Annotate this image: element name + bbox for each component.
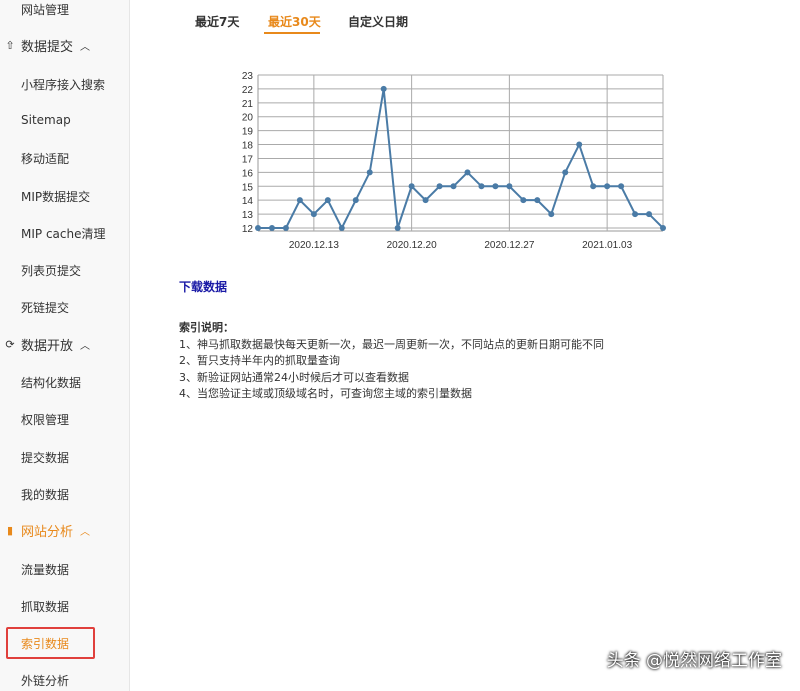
sidebar-item[interactable]: 外链分析 [21, 674, 70, 689]
sidebar-group-label: 数据提交 [21, 40, 74, 56]
x-tick-label: 2021.01.03 [582, 240, 632, 251]
x-tick-label: 2020.12.27 [484, 240, 534, 251]
notes-title: 索引说明： [179, 321, 234, 334]
data-point [492, 183, 499, 190]
note-line: 4、当您验证主域或顶级域名时，可查询您主域的索引量数据 [179, 387, 472, 400]
y-tick-label: 12 [242, 224, 254, 235]
active-tab-indicator [264, 32, 320, 34]
y-tick-label: 16 [242, 168, 254, 179]
sidebar-item[interactable]: Sitemap [21, 112, 71, 127]
sidebar-item[interactable]: 索引数据 [21, 637, 70, 652]
sidebar-item[interactable]: MIP cache清理 [21, 226, 106, 241]
note-line: 1、神马抓取数据最快每天更新一次，最迟一周更新一次，不同站点的更新日期可能不同 [179, 337, 604, 351]
note-line: 3、新验证网站通常24小时候后才可以查看数据 [179, 370, 409, 384]
y-tick-label: 14 [242, 196, 254, 207]
tab-last-7-days[interactable]: 最近7天 [195, 15, 240, 29]
sidebar-item[interactable]: 流量数据 [21, 562, 70, 577]
y-tick-label: 18 [242, 141, 254, 152]
data-point [352, 197, 359, 204]
upload-icon: ⇧ [5, 39, 15, 53]
watermark: 头条 @悦然网络工作室 [606, 651, 782, 671]
y-tick-label: 22 [242, 85, 254, 96]
data-point [590, 183, 597, 190]
index-notes: 索引说明： 1、神马抓取数据最快每天更新一次，最迟一周更新一次，不同站点的更新日… [179, 320, 604, 403]
sidebar-group[interactable]: ⇧ 数据提交 ︿ [3, 36, 90, 55]
data-point [366, 169, 373, 176]
data-point [604, 183, 611, 190]
data-point [646, 211, 653, 218]
data-point [310, 211, 317, 218]
x-tick-label: 2020.12.13 [289, 240, 339, 251]
sidebar-item[interactable]: 我的数据 [21, 487, 70, 502]
data-point [268, 225, 275, 231]
data-point [464, 169, 471, 176]
y-tick-label: 20 [242, 113, 254, 124]
sidebar-group[interactable]: ▮ 网站分析 ︿ [3, 521, 90, 540]
data-point [576, 141, 583, 148]
chevron-up-icon: ︿ [80, 527, 91, 539]
selected-item-highlight [6, 627, 95, 659]
index-line-chart: 12 13 14 15 16 17 18 19 20 21 22 23 2020.12.13 2020.1… [242, 71, 666, 251]
sidebar-item[interactable]: 移动适配 [21, 152, 70, 167]
sidebar-item[interactable]: 抓取数据 [21, 599, 70, 614]
data-point [408, 183, 415, 190]
data-point [618, 183, 625, 190]
y-tick-label: 17 [242, 154, 254, 165]
download-data-link[interactable]: 下载数据 [179, 280, 228, 294]
data-point [338, 225, 345, 231]
tab-custom-date[interactable]: 自定义日期 [348, 15, 409, 29]
data-point [478, 183, 485, 190]
data-point [520, 197, 527, 204]
data-point [436, 183, 443, 190]
data-point [562, 169, 569, 176]
data-point [450, 183, 457, 190]
sidebar-group-label: 网站分析 [21, 525, 74, 541]
sidebar-item[interactable]: 列表页提交 [21, 264, 82, 279]
data-point [422, 197, 429, 204]
data-point [660, 225, 666, 231]
y-tick-label: 19 [242, 127, 254, 138]
bar-chart-icon: ▮ [6, 524, 14, 538]
y-tick-label: 23 [242, 71, 254, 82]
sidebar-item[interactable]: MIP数据提交 [21, 189, 91, 204]
data-point [632, 211, 639, 218]
y-tick-label: 21 [242, 99, 254, 110]
x-tick-label: 2020.12.20 [387, 240, 437, 251]
sidebar-item[interactable]: 提交数据 [21, 450, 70, 465]
data-point [548, 211, 555, 218]
chevron-up-icon: ︿ [80, 340, 91, 352]
data-point [324, 197, 331, 204]
sidebar-group-label: 数据开放 [21, 338, 74, 354]
note-line: 2、暂只支持半年内的抓取量查询 [179, 354, 340, 367]
sidebar-group[interactable]: ⟳ 数据开放 ︿ [3, 335, 90, 354]
data-point [296, 197, 303, 204]
sidebar-item[interactable]: 小程序接入搜索 [21, 77, 106, 92]
link-icon: ⟳ [5, 337, 15, 351]
data-point [255, 225, 261, 231]
sidebar-item[interactable]: 权限管理 [21, 413, 70, 428]
data-point [282, 225, 289, 231]
sidebar: 网站管理 ⇧ 数据提交 ︿ 小程序接入搜索 Sitemap 移动适配 MIP数据提交 MIP c… [0, 0, 130, 691]
data-point [394, 225, 401, 231]
sidebar-item[interactable]: 死链提交 [21, 301, 70, 316]
y-tick-label: 15 [242, 182, 254, 193]
sidebar-item[interactable]: 网站管理 [21, 3, 70, 17]
sidebar-item[interactable]: 结构化数据 [21, 376, 82, 390]
tab-last-30-days[interactable]: 最近30天 [268, 15, 321, 29]
y-tick-label: 13 [242, 210, 254, 221]
chevron-up-icon: ︿ [80, 42, 91, 54]
data-point [380, 85, 387, 92]
data-point [506, 183, 513, 190]
data-point [534, 197, 541, 204]
